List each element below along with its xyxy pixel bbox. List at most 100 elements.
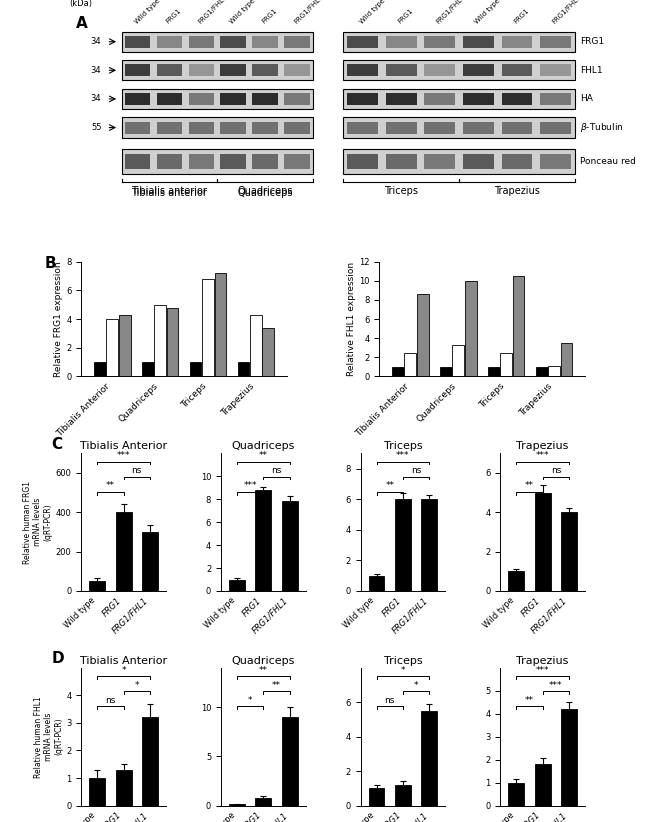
Bar	[202, 279, 214, 376]
FancyBboxPatch shape	[252, 64, 278, 76]
Text: ns: ns	[105, 696, 116, 705]
Bar	[190, 362, 202, 376]
Text: Mwt
(kDa): Mwt (kDa)	[70, 0, 93, 8]
Title: Trapezius: Trapezius	[517, 441, 569, 451]
FancyBboxPatch shape	[502, 64, 532, 76]
Text: ***: ***	[549, 681, 563, 690]
FancyBboxPatch shape	[284, 35, 310, 48]
FancyBboxPatch shape	[122, 31, 313, 52]
Text: Wild type: Wild type	[358, 0, 385, 25]
Text: Tibialis anterior: Tibialis anterior	[131, 186, 207, 196]
FancyBboxPatch shape	[220, 93, 246, 105]
Legend: Wild type, FRG1, FRG1/FHL1: Wild type, FRG1, FRG1/FHL1	[478, 261, 550, 303]
FancyBboxPatch shape	[284, 154, 310, 169]
FancyBboxPatch shape	[122, 89, 313, 109]
Bar	[229, 580, 245, 591]
FancyBboxPatch shape	[424, 35, 455, 48]
Text: **: **	[272, 681, 281, 690]
Text: **: **	[106, 482, 115, 491]
Y-axis label: Relative FHL1 expression: Relative FHL1 expression	[347, 262, 356, 376]
Text: **: **	[259, 666, 268, 675]
Bar	[535, 492, 551, 591]
Text: *: *	[122, 666, 126, 675]
FancyBboxPatch shape	[540, 64, 571, 76]
FancyBboxPatch shape	[347, 122, 378, 134]
FancyBboxPatch shape	[347, 64, 378, 76]
FancyBboxPatch shape	[385, 154, 417, 169]
FancyBboxPatch shape	[125, 122, 150, 134]
Bar	[421, 499, 437, 591]
Bar	[500, 353, 512, 376]
Text: **: **	[385, 482, 395, 491]
Bar	[513, 276, 525, 376]
FancyBboxPatch shape	[284, 64, 310, 76]
Text: ***: ***	[243, 482, 257, 491]
FancyBboxPatch shape	[157, 93, 182, 105]
Bar	[395, 499, 411, 591]
FancyBboxPatch shape	[424, 122, 455, 134]
Text: 34: 34	[91, 66, 101, 75]
Bar	[166, 307, 178, 376]
Bar	[369, 788, 384, 806]
Bar	[116, 512, 131, 591]
Text: FRG1/FHL1: FRG1/FHL1	[197, 0, 229, 25]
Bar	[142, 718, 158, 806]
Text: $\beta$-Tubulin: $\beta$-Tubulin	[580, 121, 623, 134]
FancyBboxPatch shape	[463, 93, 494, 105]
Text: Trapezius: Trapezius	[494, 186, 540, 196]
FancyBboxPatch shape	[347, 93, 378, 105]
FancyBboxPatch shape	[125, 64, 150, 76]
Bar	[561, 512, 577, 591]
Text: ***: ***	[117, 451, 131, 460]
Text: ns: ns	[385, 696, 395, 705]
FancyBboxPatch shape	[347, 35, 378, 48]
Text: FRG1: FRG1	[397, 7, 414, 25]
FancyBboxPatch shape	[252, 154, 278, 169]
FancyBboxPatch shape	[502, 35, 532, 48]
FancyBboxPatch shape	[220, 35, 246, 48]
Bar	[548, 366, 560, 376]
Text: **: **	[525, 482, 534, 491]
Title: Triceps: Triceps	[384, 441, 423, 451]
FancyBboxPatch shape	[284, 93, 310, 105]
Bar	[229, 804, 245, 806]
Bar	[440, 367, 452, 376]
Text: *: *	[135, 681, 139, 690]
Text: 55: 55	[91, 123, 101, 132]
FancyBboxPatch shape	[540, 35, 571, 48]
Text: ns: ns	[131, 466, 142, 475]
FancyBboxPatch shape	[157, 154, 182, 169]
Text: **: **	[259, 451, 268, 460]
Text: ***: ***	[536, 666, 549, 675]
Bar	[560, 343, 572, 376]
Bar	[404, 353, 416, 376]
Text: Triceps: Triceps	[384, 186, 418, 196]
FancyBboxPatch shape	[157, 122, 182, 134]
FancyBboxPatch shape	[252, 122, 278, 134]
FancyBboxPatch shape	[502, 93, 532, 105]
Title: Trapezius: Trapezius	[517, 656, 569, 666]
Text: D: D	[51, 651, 64, 667]
Bar	[142, 532, 158, 591]
Bar	[282, 717, 298, 806]
Bar	[142, 362, 153, 376]
FancyBboxPatch shape	[122, 60, 313, 81]
FancyBboxPatch shape	[284, 122, 310, 134]
FancyBboxPatch shape	[343, 89, 575, 109]
Bar	[250, 315, 262, 376]
FancyBboxPatch shape	[157, 35, 182, 48]
Y-axis label: Relative human FRG1
mRNA levels
(qRT-PCR): Relative human FRG1 mRNA levels (qRT-PCR…	[23, 481, 53, 564]
FancyBboxPatch shape	[343, 118, 575, 137]
Text: Wild type: Wild type	[229, 0, 257, 25]
Bar	[508, 571, 524, 591]
FancyBboxPatch shape	[540, 93, 571, 105]
FancyBboxPatch shape	[385, 122, 417, 134]
FancyBboxPatch shape	[188, 122, 214, 134]
FancyBboxPatch shape	[502, 122, 532, 134]
FancyBboxPatch shape	[463, 35, 494, 48]
FancyBboxPatch shape	[220, 64, 246, 76]
Text: Quadriceps: Quadriceps	[237, 186, 293, 196]
Bar	[508, 783, 524, 806]
FancyBboxPatch shape	[424, 64, 455, 76]
FancyBboxPatch shape	[157, 64, 182, 76]
